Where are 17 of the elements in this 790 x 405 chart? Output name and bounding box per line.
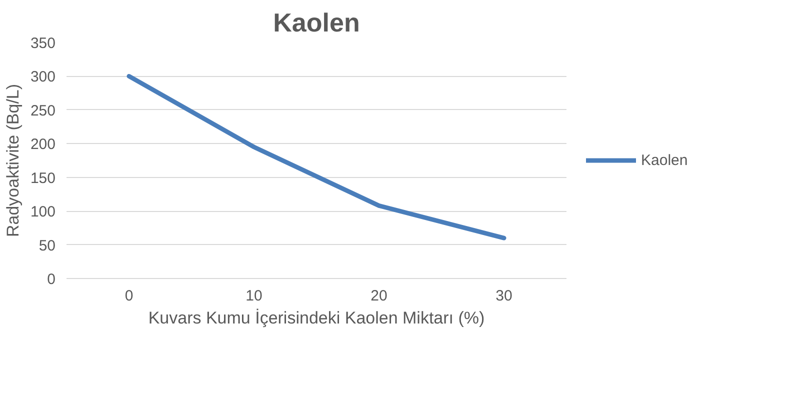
x-tick-label: 0 [124, 288, 134, 304]
y-tick-label: 50 [38, 237, 56, 254]
chart-title: Kaolen [273, 8, 360, 38]
x-tick-label: 20 [370, 288, 388, 304]
legend-label: Kaolen [641, 152, 688, 168]
y-tick-label: 100 [30, 204, 56, 221]
y-tick-label: 0 [47, 271, 56, 288]
line-series [126, 74, 506, 240]
x-tick-label: 10 [246, 288, 262, 304]
y-axis-title: Radyoaktivite (Bq/L) [3, 84, 22, 238]
x-tick-label: 30 [496, 288, 512, 304]
y-tick-label: 350 [30, 35, 56, 52]
y-tick-label: 200 [30, 136, 56, 154]
y-tick-label: 150 [30, 170, 56, 187]
y-tick-label: 300 [30, 68, 56, 86]
x-axis-title: Kuvars Kumu İçerisindeki Kaolen Miktarı (%) [148, 308, 485, 328]
y-tick-label: 250 [30, 102, 56, 120]
